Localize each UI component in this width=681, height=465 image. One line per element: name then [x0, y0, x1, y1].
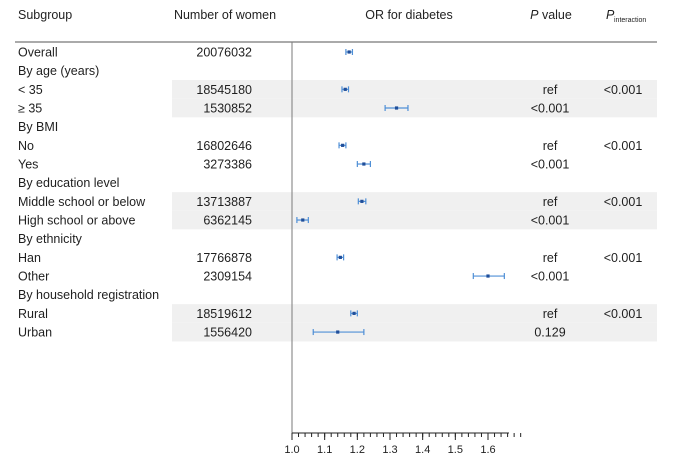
or-point: [301, 218, 305, 222]
or-point: [347, 50, 351, 54]
row-p-interaction: <0.001: [604, 83, 643, 97]
or-point: [352, 311, 356, 315]
group-heading: By household registration: [18, 288, 159, 302]
group-heading: By BMI: [18, 120, 58, 134]
x-tick-label: 1.3: [382, 444, 397, 456]
x-tick-label: 1.1: [317, 444, 332, 456]
row-p-value: ref: [543, 83, 558, 97]
row-n-women: 2309154: [203, 270, 252, 284]
group-heading: By age (years): [18, 64, 99, 78]
x-tick-label: 1.4: [415, 444, 430, 456]
row-label: Overall: [18, 46, 58, 60]
row-band: [172, 304, 657, 323]
row-p-value: <0.001: [531, 270, 570, 284]
table-header: Subgroup Number of women OR for diabetes…: [18, 8, 646, 24]
row-label: No: [18, 139, 34, 153]
row-band: [172, 192, 657, 211]
table-rows: Overall 20076032 By age (years) < 35 1854518…: [18, 46, 642, 340]
row-n-women: 16802646: [196, 139, 252, 153]
row-p-value: <0.001: [531, 158, 570, 172]
row-label: Rural: [18, 307, 48, 321]
header-p-interaction-p: P: [606, 8, 615, 22]
header-or-for-diabetes: OR for diabetes: [365, 8, 453, 22]
or-point: [360, 199, 364, 203]
or-point: [343, 87, 347, 91]
row-label: Han: [18, 251, 41, 265]
x-tick-label: 1.0: [284, 444, 299, 456]
row-n-women: 17766878: [196, 251, 252, 265]
x-tick-label: 1.6: [480, 444, 495, 456]
row-band: [172, 322, 657, 342]
row-n-women: 1556420: [203, 326, 252, 340]
forest-marks: [296, 49, 505, 336]
row-bands: [172, 80, 657, 342]
row-label: Urban: [18, 326, 52, 340]
row-p-interaction: <0.001: [604, 139, 643, 153]
row-n-women: 13713887: [196, 195, 252, 209]
row-n-women: 18519612: [196, 307, 252, 321]
row-p-interaction: <0.001: [604, 251, 643, 265]
row-n-women: 6362145: [203, 214, 252, 228]
row-label: ≥ 35: [18, 102, 42, 116]
row-p-value: ref: [543, 139, 558, 153]
group-heading: By education level: [18, 176, 119, 190]
row-n-women: 18545180: [196, 83, 252, 97]
x-tick-label: 1.5: [448, 444, 463, 456]
row-band: [172, 210, 657, 230]
x-axis: 1.0 1.1 1.2 1.3 1.4 1.5 1.6: [284, 432, 522, 456]
row-label: Yes: [18, 158, 38, 172]
row-label: Middle school or below: [18, 195, 146, 209]
row-band: [172, 98, 657, 118]
or-point: [486, 274, 490, 278]
row-n-women: 3273386: [203, 158, 252, 172]
row-p-interaction: <0.001: [604, 307, 643, 321]
row-p-value: 0.129: [534, 326, 565, 340]
row-label: High school or above: [18, 214, 135, 228]
header-p-value: P value: [530, 8, 572, 22]
row-n-women: 1530852: [203, 102, 252, 116]
row-band: [172, 80, 657, 99]
row-p-value: <0.001: [531, 102, 570, 116]
or-point: [341, 143, 345, 147]
row-n-women: 20076032: [196, 46, 252, 60]
or-point: [336, 330, 340, 334]
x-tick-label: 1.2: [350, 444, 365, 456]
or-point: [362, 162, 366, 166]
row-label: < 35: [18, 83, 43, 97]
row-p-value: ref: [543, 307, 558, 321]
header-number-of-women: Number of women: [174, 8, 276, 22]
row-p-value: <0.001: [531, 214, 570, 228]
or-point: [394, 106, 399, 110]
or-point: [338, 255, 342, 259]
row-p-value: ref: [543, 251, 558, 265]
header-p-interaction-subscript: interaction: [614, 17, 646, 24]
row-p-value: ref: [543, 195, 558, 209]
row-label: Other: [18, 270, 49, 284]
header-subgroup: Subgroup: [18, 8, 72, 22]
row-p-interaction: <0.001: [604, 195, 643, 209]
group-heading: By ethnicity: [18, 232, 83, 246]
